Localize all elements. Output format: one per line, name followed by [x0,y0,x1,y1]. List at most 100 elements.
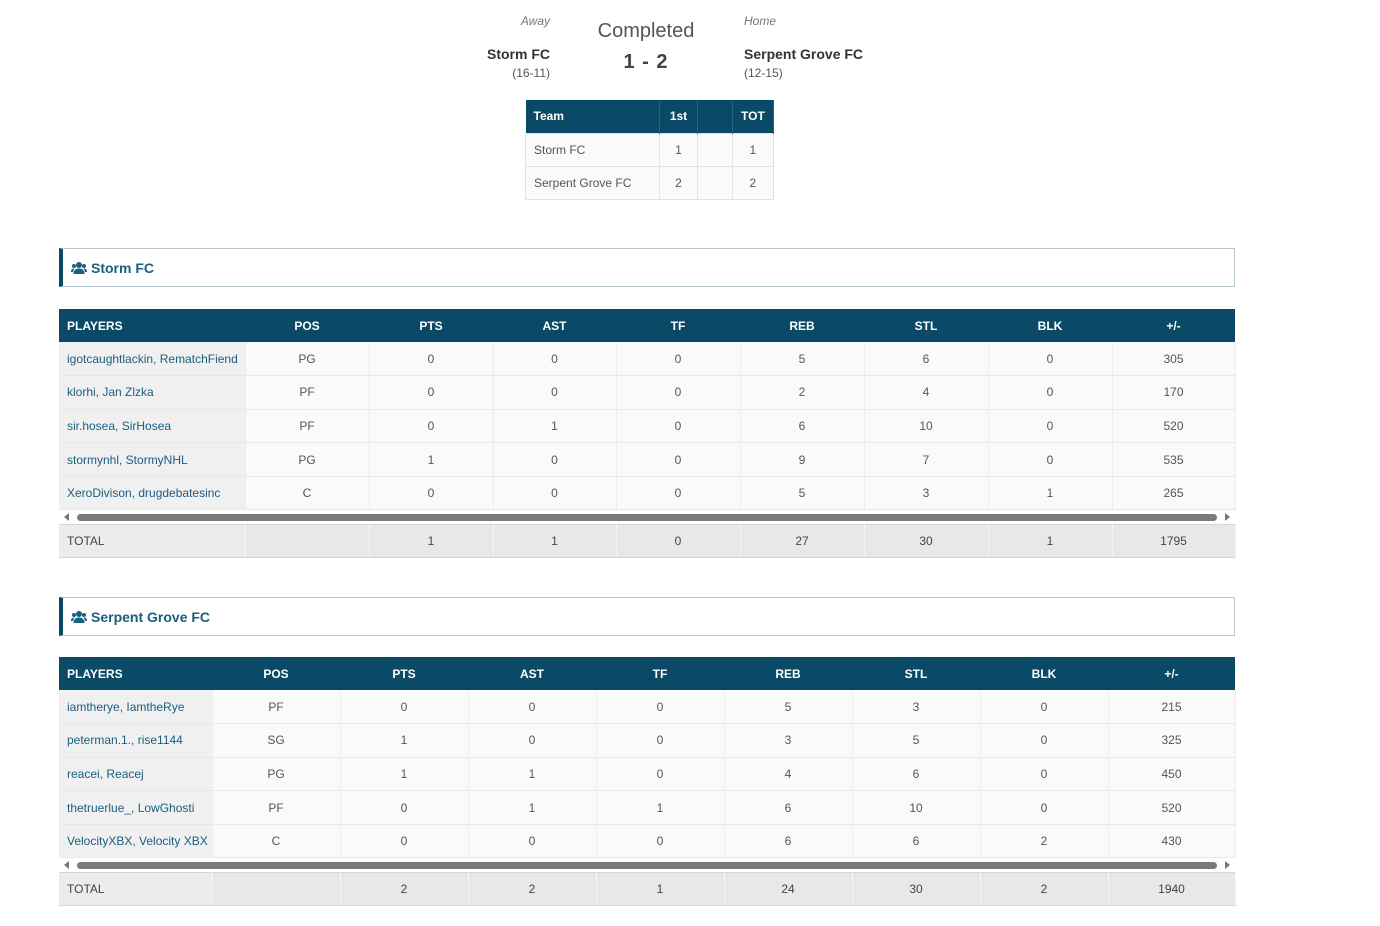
player-ast: 0 [468,824,597,859]
player-pts: 0 [369,342,494,377]
player-blk: 1 [988,476,1113,511]
player-ast: 1 [468,790,597,825]
player-stl: 10 [864,409,989,444]
total-ast: 1 [493,524,617,558]
scroll-right-icon[interactable] [1225,861,1230,869]
player-name-link[interactable]: VelocityXBX, Velocity XBX [59,824,213,859]
player-plus-minus: 305 [1112,342,1236,377]
away-team-block: Away Storm FC (16-11) [470,14,550,80]
player-reb: 3 [724,723,853,758]
column-header-pos[interactable]: POS [245,309,369,342]
total-blk: 1 [988,524,1113,558]
player-tf: 0 [596,723,725,758]
column-header-plus-minus[interactable]: +/- [1108,657,1235,690]
table-row: peterman.1., rise1144 SG 1 0 0 3 5 0 325 [59,723,1236,758]
player-reb: 6 [740,409,865,444]
player-pos: PF [212,790,341,825]
column-header-plus-minus[interactable]: +/- [1112,309,1235,342]
column-header-stl[interactable]: STL [852,657,980,690]
horizontal-scrollbar[interactable] [59,858,1235,872]
table-row: VelocityXBX, Velocity XBX C 0 0 0 6 6 2 430 [59,824,1236,859]
scroll-left-icon[interactable] [64,861,69,869]
team-section-header: Storm FC [59,248,1235,287]
home-team-record: (12-15) [744,66,783,80]
player-name-link[interactable]: reacei, Reacej [59,757,213,792]
player-blk: 0 [988,375,1113,410]
player-tf: 0 [596,824,725,859]
player-ast: 1 [493,409,617,444]
player-name-link[interactable]: stormynhl, StormyNHL [59,442,246,477]
player-stl: 6 [864,342,989,377]
scrollbar-thumb[interactable] [77,862,1217,869]
player-name-link[interactable]: igotcaughtlackin, RematchFiend [59,342,246,377]
player-name-link[interactable]: XeroDivison, drugdebatesinc [59,476,246,511]
player-pts: 0 [340,790,469,825]
player-tf: 0 [596,757,725,792]
horizontal-scrollbar[interactable] [59,510,1235,524]
player-pos: PG [245,342,370,377]
player-reb: 5 [740,342,865,377]
player-reb: 2 [740,375,865,410]
column-header-blk[interactable]: BLK [988,309,1112,342]
users-icon [71,261,87,275]
period-header-blank [697,100,733,133]
column-header-ast[interactable]: AST [468,657,596,690]
scrollbar-thumb[interactable] [77,514,1217,521]
total-plus-minus: 1795 [1112,524,1236,558]
scroll-left-icon[interactable] [64,513,69,521]
player-tf: 0 [616,342,741,377]
player-name-link[interactable]: klorhi, Jan Zlzka [59,375,246,410]
player-ast: 0 [493,342,617,377]
player-tf: 1 [596,790,725,825]
column-header-stl[interactable]: STL [864,309,988,342]
period-tot: 1 [732,132,774,167]
player-blk: 0 [980,757,1109,792]
player-ast: 0 [468,723,597,758]
column-header-reb[interactable]: REB [740,309,864,342]
player-blk: 0 [988,342,1113,377]
column-header-ast[interactable]: AST [493,309,616,342]
totals-table: TOTAL 1 1 0 27 30 1 1795 [59,524,1236,558]
period-row: Serpent Grove FC 2 2 [525,165,774,200]
period-tot: 2 [732,165,774,200]
player-reb: 5 [724,690,853,725]
player-stl: 4 [864,375,989,410]
period-score-table: Team 1st TOT Storm FC 1 1 Serpent Grove … [525,100,774,200]
column-header-pts[interactable]: PTS [369,309,493,342]
total-pos [245,524,370,558]
player-pts: 1 [340,723,469,758]
player-name-link[interactable]: peterman.1., rise1144 [59,723,213,758]
period-team: Storm FC [525,132,660,167]
player-pos: PF [245,375,370,410]
totals-row: TOTAL 1 1 0 27 30 1 1795 [59,524,1236,558]
team-title[interactable]: Storm FC [91,259,154,276]
player-plus-minus: 170 [1112,375,1236,410]
total-pts: 1 [369,524,494,558]
team-title[interactable]: Serpent Grove FC [91,608,211,625]
table-row: stormynhl, StormyNHL PG 1 0 0 9 7 0 535 [59,442,1236,477]
column-header-pts[interactable]: PTS [340,657,468,690]
column-header-blk[interactable]: BLK [980,657,1108,690]
team-section-header: Serpent Grove FC [59,597,1235,636]
column-header-reb[interactable]: REB [724,657,852,690]
player-stats-table: PLAYERS POS PTS AST TF REB STL BLK +/- igotcaught… [59,309,1236,511]
column-header-pos[interactable]: POS [212,657,340,690]
column-header-tf[interactable]: TF [616,309,740,342]
column-header-tf[interactable]: TF [596,657,724,690]
player-name-link[interactable]: thetruerlue_, LowGhosti [59,790,213,825]
total-pts: 2 [340,872,469,906]
period-header-team: Team [525,100,660,133]
period-header-tot: TOT [732,100,774,133]
player-plus-minus: 325 [1108,723,1236,758]
player-name-link[interactable]: iamtherye, IamtheRye [59,690,213,725]
column-header-players[interactable]: PLAYERS [59,309,245,342]
player-blk: 0 [988,409,1113,444]
player-name-link[interactable]: sir.hosea, SirHosea [59,409,246,444]
scroll-right-icon[interactable] [1225,513,1230,521]
player-blk: 0 [980,790,1109,825]
table-row: reacei, Reacej PG 1 1 0 4 6 0 450 [59,757,1236,792]
column-header-players[interactable]: PLAYERS [59,657,212,690]
player-plus-minus: 265 [1112,476,1236,511]
player-blk: 0 [980,723,1109,758]
player-tf: 0 [616,476,741,511]
